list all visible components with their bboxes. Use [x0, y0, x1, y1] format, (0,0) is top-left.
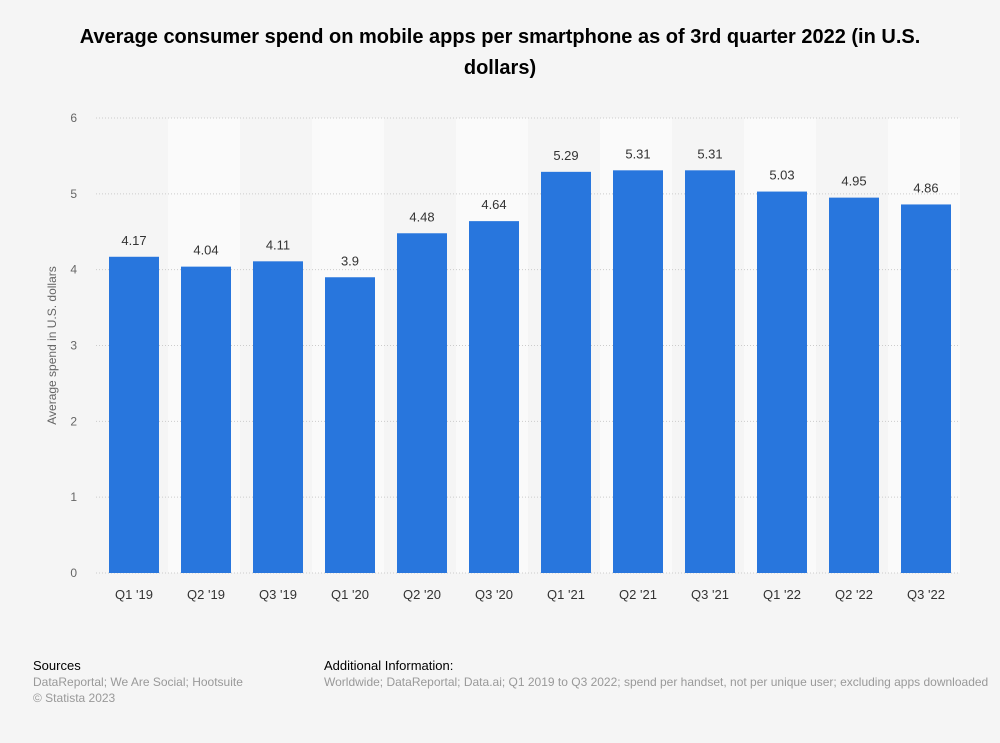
bar [469, 221, 519, 573]
y-tick-label: 1 [70, 490, 77, 504]
data-label: 4.17 [121, 233, 146, 248]
additional-info-heading: Additional Information: [324, 658, 454, 673]
data-label: 4.64 [481, 197, 506, 212]
data-label: 5.31 [697, 146, 722, 161]
x-tick-label: Q3 '22 [907, 587, 945, 602]
y-tick-label: 5 [70, 187, 77, 201]
x-tick-label: Q1 '22 [763, 587, 801, 602]
data-label: 3.9 [341, 253, 359, 268]
additional-info-text: Worldwide; DataReportal; Data.ai; Q1 201… [324, 675, 989, 689]
bar [829, 197, 879, 573]
bar [397, 233, 447, 573]
bar [181, 266, 231, 573]
chart-title: Average consumer spend on mobile apps pe… [79, 26, 921, 79]
y-tick-label: 3 [70, 339, 77, 353]
data-label: 4.86 [913, 180, 938, 195]
x-tick-label: Q2 '19 [187, 587, 225, 602]
y-axis-label: Average spend in U.S. dollars [45, 266, 59, 425]
y-tick-label: 2 [70, 414, 77, 428]
data-label: 4.11 [266, 237, 290, 252]
bar [109, 256, 159, 573]
x-tick-label: Q3 '20 [475, 587, 513, 602]
data-label: 4.95 [841, 174, 866, 189]
sources-heading: Sources [33, 658, 81, 673]
x-tick-label: Q2 '22 [835, 587, 873, 602]
data-label: 5.29 [553, 148, 578, 163]
additional-info-block: Additional Information: Worldwide; DataR… [324, 658, 988, 690]
y-tick-label: 4 [70, 263, 77, 277]
x-tick-label: Q3 '19 [259, 587, 297, 602]
copyright-text: © Statista 2023 [33, 691, 116, 705]
x-tick-label: Q2 '20 [403, 587, 441, 602]
sources-block: Sources DataReportal; We Are Social; Hoo… [33, 658, 243, 706]
bar [613, 170, 663, 573]
sources-text[interactable]: DataReportal; We Are Social; Hootsuite [33, 675, 243, 689]
bar [253, 261, 303, 573]
x-tick-label: Q3 '21 [691, 587, 729, 602]
data-label: 4.48 [409, 209, 434, 224]
x-tick-label: Q1 '20 [331, 587, 369, 602]
x-tick-label: Q1 '21 [547, 587, 585, 602]
bar [685, 170, 735, 573]
data-label: 5.31 [625, 146, 650, 161]
bar [901, 204, 951, 573]
bar [541, 171, 591, 573]
y-tick-label: 6 [70, 111, 77, 125]
bar [757, 191, 807, 573]
bar [325, 277, 375, 573]
data-label: 4.04 [193, 243, 218, 258]
x-tick-label: Q1 '19 [115, 587, 153, 602]
y-tick-label: 0 [70, 566, 77, 580]
data-label: 5.03 [769, 168, 794, 183]
x-tick-label: Q2 '21 [619, 587, 657, 602]
